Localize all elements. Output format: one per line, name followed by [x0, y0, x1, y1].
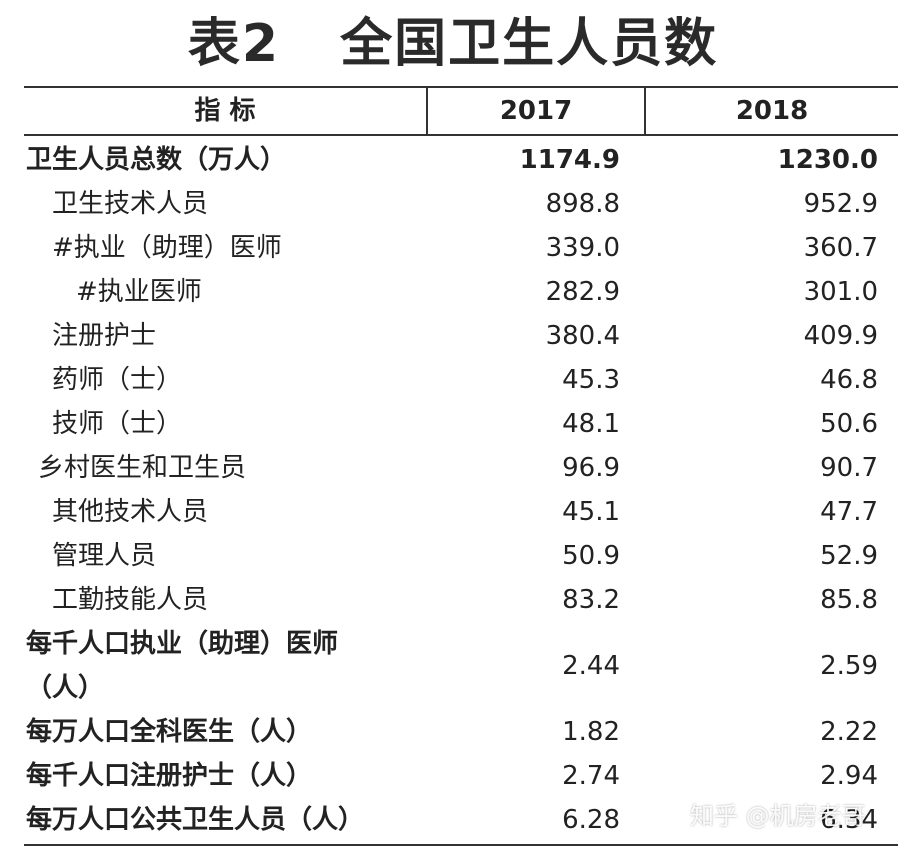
value-2017: 1174.9 — [519, 145, 620, 175]
value-2018: 6.34 — [820, 805, 878, 835]
value-2017: 2.44 — [562, 651, 620, 681]
header-rule — [24, 134, 898, 136]
value-2018: 301.0 — [803, 277, 878, 307]
row-label-line1: 每千人口执业（助理）医师 — [26, 629, 339, 659]
value-2017: 83.2 — [562, 585, 620, 615]
value-2018: 90.7 — [820, 453, 878, 483]
row-label: #执业（助理）医师 — [52, 233, 282, 263]
row-label: #执业医师 — [76, 277, 202, 307]
header-divider-2 — [644, 87, 646, 135]
value-2018: 50.6 — [820, 409, 878, 439]
value-2018: 52.9 — [820, 541, 878, 571]
value-2018: 1230.0 — [777, 145, 878, 175]
table-title-text: 全国卫生人员数 — [340, 14, 719, 74]
value-2017: 45.3 — [562, 365, 620, 395]
value-2018: 360.7 — [803, 233, 878, 263]
value-2018: 47.7 — [820, 497, 878, 527]
value-2018: 2.22 — [820, 717, 878, 747]
value-2018: 952.9 — [803, 189, 878, 219]
header-2018: 2018 — [735, 96, 809, 126]
bottom-rule — [24, 844, 898, 846]
header-divider-1 — [426, 87, 428, 135]
value-2018: 2.94 — [820, 761, 878, 791]
row-label: 管理人员 — [52, 541, 157, 571]
value-2017: 50.9 — [562, 541, 620, 571]
header-indicator: 指 标 — [194, 96, 256, 126]
value-2018: 85.8 — [820, 585, 878, 615]
value-2017: 1.82 — [562, 717, 620, 747]
row-label: 每千人口注册护士（人） — [26, 761, 313, 791]
watermark: 知乎 @机房老哥 — [690, 802, 866, 830]
row-label: 每万人口全科医生（人） — [26, 717, 313, 747]
value-2017: 2.74 — [562, 761, 620, 791]
row-label: 药师（士） — [52, 365, 183, 395]
row-label: 乡村医生和卫生员 — [38, 453, 247, 483]
value-2017: 96.9 — [562, 453, 620, 483]
value-2017: 282.9 — [545, 277, 620, 307]
row-label: 卫生人员总数（万人） — [26, 145, 287, 175]
value-2017: 339.0 — [545, 233, 620, 263]
table-number: 表2 — [187, 14, 281, 74]
row-label: 技师（士） — [52, 409, 183, 439]
value-2017: 45.1 — [562, 497, 620, 527]
value-2017: 898.8 — [545, 189, 620, 219]
row-label: 每万人口公共卫生人员（人） — [26, 805, 365, 835]
row-label: 工勤技能人员 — [52, 585, 209, 615]
value-2018: 2.59 — [820, 651, 878, 681]
row-label-line2: （人） — [26, 673, 105, 703]
value-2017: 380.4 — [545, 321, 620, 351]
row-label: 其他技术人员 — [52, 497, 209, 527]
top-rule — [24, 86, 898, 88]
value-2018: 409.9 — [803, 321, 878, 351]
row-label: 注册护士 — [52, 321, 157, 351]
value-2017: 48.1 — [562, 409, 620, 439]
header-2017: 2017 — [499, 96, 573, 126]
value-2017: 6.28 — [562, 805, 620, 835]
row-label: 卫生技术人员 — [52, 189, 209, 219]
table-title: 表2 全国卫生人员数 — [0, 6, 906, 82]
value-2018: 46.8 — [820, 365, 878, 395]
